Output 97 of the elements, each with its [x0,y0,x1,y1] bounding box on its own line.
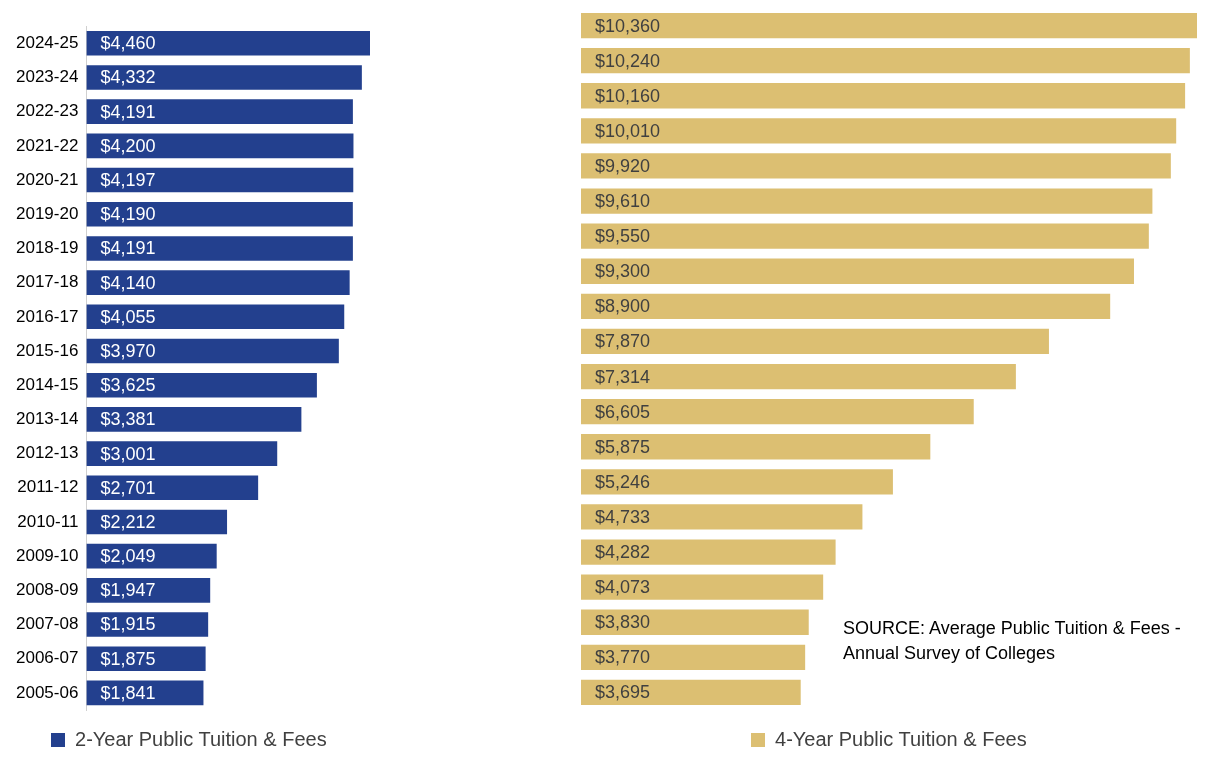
y-tick-label: 2021-22 [16,135,79,155]
data-label: $10,360 [595,15,661,36]
bar [581,293,1111,319]
data-label: $9,550 [595,226,651,247]
bar [581,328,1049,355]
data-label: $10,240 [595,50,661,71]
annotation: SOURCE: Average Public Tuition & Fees - Annual Survey of Colleges [843,617,1182,665]
y-tick-label: 2011-12 [17,477,79,497]
data-label: $6,605 [595,401,651,422]
bar [86,270,350,295]
data-label: $3,695 [595,682,651,703]
bar [581,258,1134,284]
data-label: $4,191 [100,101,156,122]
legend-label: 4-Year Public Tuition & Fees [775,727,1027,750]
data-label: $4,282 [595,542,651,563]
data-label: $4,055 [100,306,156,327]
bar [581,609,809,635]
bar [86,338,339,364]
data-label: $2,212 [100,511,156,532]
data-label: $3,830 [595,612,651,633]
data-label: $3,970 [100,340,156,361]
data-label: $1,875 [100,648,156,669]
bar [581,12,1197,39]
bar [581,469,893,495]
bar [86,65,362,90]
y-tick-label: 2005-06 [16,682,79,702]
data-label: $4,073 [595,577,651,598]
bar [581,223,1149,249]
y-tick-label: 2014-15 [16,374,79,394]
data-label: $3,381 [100,409,156,430]
bar [86,441,278,466]
bar [86,372,317,398]
data-label: $10,160 [595,85,661,106]
bar [86,167,354,193]
y-tick-label: 2022-23 [16,101,79,121]
bar [581,574,824,600]
data-label: $4,332 [100,67,156,88]
bar [86,236,353,261]
y-tick-label: 2024-25 [16,32,79,52]
data-label: $3,001 [100,443,156,464]
data-label: $7,314 [595,366,651,387]
data-label: $2,049 [100,546,156,567]
bar [581,48,1190,74]
data-label: $4,460 [100,33,156,54]
bar [581,153,1171,179]
y-tick-label: 2018-19 [16,238,79,258]
bar [581,83,1186,109]
y-tick-label: 2015-16 [16,340,79,360]
y-tick-label: 2013-14 [16,409,79,429]
bar [86,304,345,330]
y-tick-label: 2023-24 [16,67,79,87]
data-label: $9,300 [595,261,651,282]
legend-label: 2-Year Public Tuition & Fees [75,727,327,750]
y-tick-label: 2020-21 [16,169,79,189]
bar [86,30,370,56]
data-label: $4,191 [100,238,156,259]
data-label: $1,947 [100,580,156,601]
data-label: $1,915 [100,614,156,635]
bar [86,99,353,124]
bar [581,118,1177,144]
bar [581,644,806,670]
data-label: $5,246 [595,471,651,492]
bar [581,679,801,706]
y-tick-label: 2010-11 [17,511,79,531]
y-tick-label: 2006-07 [16,648,79,668]
y-tick-label: 2019-20 [16,203,79,223]
y-tick-label: 2016-17 [16,306,79,326]
data-label: $3,770 [595,647,651,668]
data-label: $9,920 [595,155,651,176]
data-label: $4,140 [100,272,156,293]
data-label: $4,200 [100,135,156,156]
data-label: $3,625 [100,375,156,396]
data-label: $4,197 [100,170,156,191]
bar [581,188,1153,214]
bar [86,133,354,159]
bar [86,407,302,432]
y-tick-label: 2007-08 [16,614,79,634]
data-label: $9,610 [595,191,651,212]
y-tick-label: 2017-18 [16,272,79,292]
bar [86,201,353,227]
bar [86,475,259,501]
data-label: $4,190 [100,204,156,225]
y-tick-label: 2008-09 [16,580,79,600]
data-label: $4,733 [595,506,651,527]
data-label: $8,900 [595,296,651,317]
data-label: $7,870 [595,331,651,352]
y-tick-label: 2012-13 [16,443,79,463]
data-label: $10,010 [595,120,661,141]
bar [581,363,1016,390]
bar [581,434,931,460]
bar [581,539,836,565]
bar [581,399,974,425]
bar [581,504,863,530]
data-label: $5,875 [595,436,651,457]
data-label: $2,701 [100,477,156,498]
data-label: $1,841 [100,682,156,703]
y-tick-label: 2009-10 [16,545,79,565]
